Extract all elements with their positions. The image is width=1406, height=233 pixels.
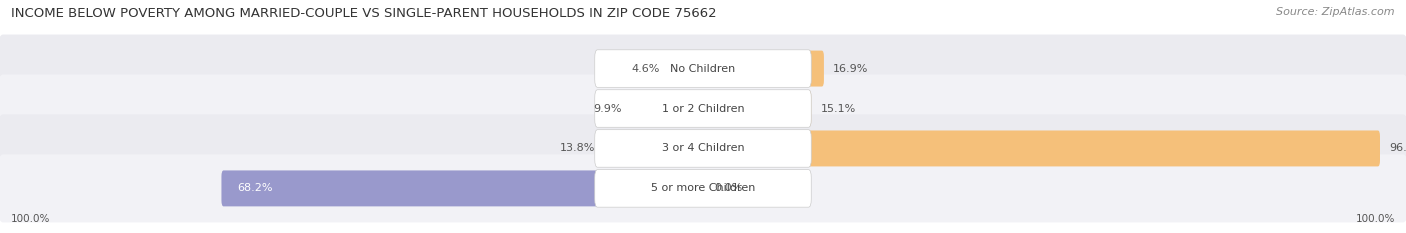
FancyBboxPatch shape xyxy=(669,51,706,86)
FancyBboxPatch shape xyxy=(222,170,706,206)
FancyBboxPatch shape xyxy=(0,75,1406,143)
Text: 0.0%: 0.0% xyxy=(714,183,742,193)
Text: 96.0%: 96.0% xyxy=(1389,144,1406,154)
Text: 3 or 4 Children: 3 or 4 Children xyxy=(662,144,744,154)
Text: 16.9%: 16.9% xyxy=(832,64,869,74)
Text: 100.0%: 100.0% xyxy=(1355,214,1395,224)
Text: 4.6%: 4.6% xyxy=(631,64,659,74)
Text: 5 or more Children: 5 or more Children xyxy=(651,183,755,193)
FancyBboxPatch shape xyxy=(0,114,1406,182)
FancyBboxPatch shape xyxy=(702,130,1381,166)
FancyBboxPatch shape xyxy=(702,51,824,86)
FancyBboxPatch shape xyxy=(595,130,811,167)
FancyBboxPatch shape xyxy=(595,90,811,127)
Text: INCOME BELOW POVERTY AMONG MARRIED-COUPLE VS SINGLE-PARENT HOUSEHOLDS IN ZIP COD: INCOME BELOW POVERTY AMONG MARRIED-COUPL… xyxy=(11,7,717,20)
Text: 13.8%: 13.8% xyxy=(560,144,595,154)
FancyBboxPatch shape xyxy=(702,91,811,127)
FancyBboxPatch shape xyxy=(595,170,811,207)
Text: 9.9%: 9.9% xyxy=(593,103,621,113)
FancyBboxPatch shape xyxy=(631,91,706,127)
FancyBboxPatch shape xyxy=(595,50,811,87)
FancyBboxPatch shape xyxy=(0,154,1406,223)
Text: Source: ZipAtlas.com: Source: ZipAtlas.com xyxy=(1277,7,1395,17)
FancyBboxPatch shape xyxy=(605,130,706,166)
Text: No Children: No Children xyxy=(671,64,735,74)
Text: 100.0%: 100.0% xyxy=(11,214,51,224)
FancyBboxPatch shape xyxy=(0,34,1406,103)
Text: 15.1%: 15.1% xyxy=(821,103,856,113)
Text: 68.2%: 68.2% xyxy=(238,183,273,193)
Text: 1 or 2 Children: 1 or 2 Children xyxy=(662,103,744,113)
